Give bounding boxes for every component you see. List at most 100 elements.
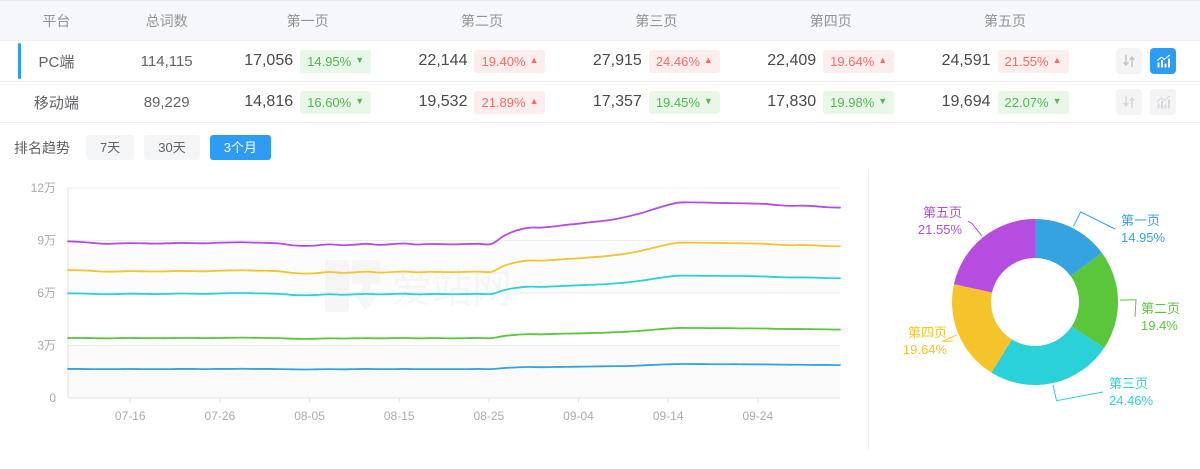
table-header-row: 平台 总词数 第一页 第二页 第三页 第四页 第五页 [0, 1, 1200, 41]
page4-change-badge: 19.64% ▲ [823, 49, 895, 73]
cell-page3: 17,357 19.45% ▼ [569, 81, 744, 123]
triangle-down-icon: ▼ [878, 95, 888, 106]
page4-count: 22,409 [767, 52, 817, 69]
page2-change-value: 21.89% [481, 94, 526, 110]
page1-count: 17,056 [244, 52, 294, 69]
range-button-3m[interactable]: 3个月 [209, 135, 271, 160]
col-header-total: 总词数 [112, 1, 221, 41]
page3-count: 17,357 [592, 93, 642, 110]
table-body: PC端 114,115 17,056 14.95% ▼ 22,144 19.40… [0, 40, 1200, 123]
cell-page5: 19,694 22.07% ▼ [917, 81, 1093, 123]
page4-change-value: 19.98% [830, 94, 875, 110]
line-series [67, 363, 841, 371]
page1-change-value: 16.60% [307, 94, 352, 110]
triangle-down-icon: ▼ [355, 95, 365, 106]
cell-page4: 17,830 19.98% ▼ [743, 81, 918, 123]
line-series [67, 241, 841, 275]
page5-change-badge: 22.07% ▼ [997, 90, 1069, 114]
donut-slice[interactable] [952, 284, 1012, 373]
page1-change-value: 14.95% [307, 53, 352, 69]
page4-count: 17,830 [767, 93, 817, 110]
chart-band [68, 345, 840, 398]
y-tick-label: 9万 [37, 234, 56, 248]
donut-leader-line [1119, 299, 1137, 318]
chart-band [68, 240, 840, 293]
line-chart-svg: 爱站网 0 3万 6万 9万 12万 07-16 07-26 08-05 08-15 08-25 09… [31, 181, 841, 423]
cell-total: 114,115 [112, 40, 221, 82]
col-header-page4: 第四页 [743, 1, 918, 41]
col-header-page2: 第二页 [394, 1, 570, 41]
page3-change-value: 24.46% [655, 53, 700, 69]
page-distribution-donut-chart[interactable]: 第一页 14.95% 第二页 19.4% 第三页 24.46% 第四页 19.64% 第五页 21… [868, 170, 1200, 450]
donut-slice[interactable] [953, 219, 1035, 293]
ranking-table: 平台 总词数 第一页 第二页 第三页 第四页 第五页 PC端 114,115 1… [0, 1, 1200, 123]
chart-trend-icon[interactable] [1150, 48, 1177, 74]
chart-trend-icon[interactable] [1150, 89, 1177, 115]
cell-platform: 移动端 [0, 81, 113, 123]
table-row[interactable]: 移动端 89,229 14,816 16.60% ▼ 19,532 21.89%… [0, 81, 1200, 123]
page2-change-value: 19.40% [481, 53, 526, 69]
donut-label: 第四页 [908, 325, 947, 340]
trend-toolbar: 排名趋势 7天 30天 3个月 [0, 123, 1200, 170]
triangle-down-icon: ▼ [355, 54, 365, 65]
donut-slice[interactable] [991, 326, 1105, 385]
table-row[interactable]: PC端 114,115 17,056 14.95% ▼ 22,144 19.40… [0, 40, 1200, 82]
sort-icon[interactable] [1116, 89, 1143, 115]
page5-change-value: 22.07% [1004, 94, 1049, 110]
triangle-up-icon: ▲ [529, 54, 539, 65]
x-tick-label: 07-16 [115, 409, 146, 423]
page2-count: 22,144 [418, 52, 468, 69]
cell-page2: 22,144 19.40% ▲ [394, 40, 570, 82]
table-header: 平台 总词数 第一页 第二页 第三页 第四页 第五页 [0, 1, 1200, 41]
cell-page4: 22,409 19.64% ▲ [743, 40, 918, 82]
x-tick-label: 08-25 [474, 409, 505, 423]
line-series [67, 274, 841, 297]
cell-actions [1092, 40, 1200, 82]
donut-label: 第二页 [1141, 301, 1180, 316]
y-tick-label: 6万 [37, 286, 56, 300]
ranking-table-container: 平台 总词数 第一页 第二页 第三页 第四页 第五页 PC端 114,115 1… [0, 0, 1200, 123]
page1-count: 14,816 [244, 93, 294, 110]
x-tick-label: 07-26 [205, 409, 236, 423]
triangle-up-icon: ▲ [529, 95, 539, 106]
page5-count: 24,591 [941, 52, 991, 69]
page1-change-badge: 16.60% ▼ [300, 90, 372, 114]
donut-leader-line [941, 334, 957, 342]
page5-count: 19,694 [941, 93, 991, 110]
cell-platform: PC端 [0, 40, 113, 82]
col-header-page1: 第一页 [220, 1, 395, 41]
donut-leader-line [1073, 211, 1116, 230]
x-tick-label: 09-04 [563, 409, 594, 423]
donut-slice[interactable] [1070, 253, 1118, 349]
range-button-30d[interactable]: 30天 [144, 135, 200, 160]
page3-count: 27,915 [592, 52, 642, 69]
page2-change-badge: 21.89% ▲ [474, 90, 546, 114]
donut-label: 第三页 [1109, 376, 1148, 391]
page4-change-badge: 19.98% ▼ [823, 90, 895, 114]
page4-change-value: 19.64% [830, 53, 875, 69]
cell-page5: 24,591 21.55% ▲ [917, 40, 1093, 82]
line-series [67, 327, 841, 340]
donut-label: 第一页 [1121, 213, 1160, 228]
rank-trend-line-chart[interactable]: 爱站网 0 3万 6万 9万 12万 07-16 07-26 08-05 08-15 08-25 09… [0, 170, 868, 450]
page3-change-badge: 19.45% ▼ [648, 90, 720, 114]
trend-title: 排名趋势 [14, 139, 70, 156]
x-tick-label: 08-05 [294, 409, 325, 423]
triangle-down-icon: ▼ [1052, 95, 1062, 106]
cell-page1: 17,056 14.95% ▼ [220, 40, 395, 82]
col-header-actions [1092, 1, 1200, 41]
page3-change-badge: 24.46% ▲ [648, 49, 720, 73]
cell-total: 89,229 [112, 81, 221, 123]
donut-value: 24.46% [1109, 393, 1154, 408]
line-series [67, 201, 841, 247]
donut-slice[interactable] [1035, 219, 1102, 277]
donut-leader-line [967, 220, 983, 237]
y-tick-label: 0 [49, 391, 56, 405]
svg-text:爱站网: 爱站网 [392, 267, 512, 311]
range-button-7d[interactable]: 7天 [86, 135, 135, 160]
page5-change-value: 21.55% [1004, 53, 1049, 69]
donut-value: 19.64% [903, 342, 948, 357]
col-header-page3: 第三页 [569, 1, 744, 41]
sort-icon[interactable] [1116, 48, 1143, 74]
page5-change-badge: 21.55% ▲ [997, 49, 1069, 73]
